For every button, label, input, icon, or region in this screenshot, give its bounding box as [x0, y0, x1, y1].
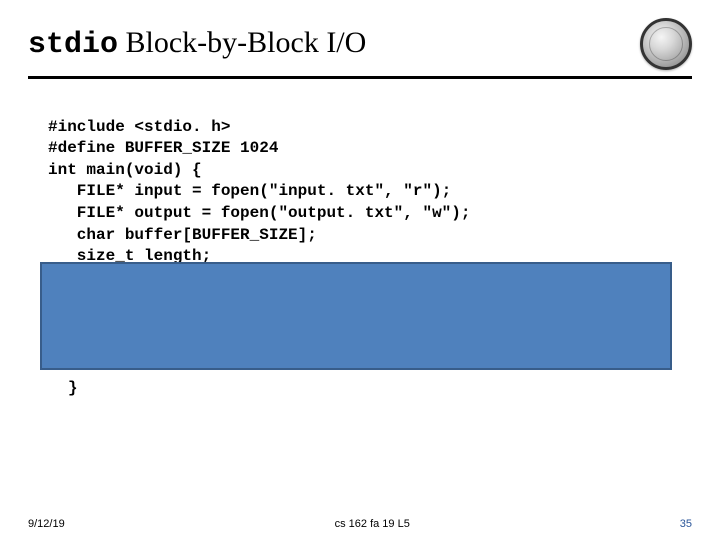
code-line: #define BUFFER_SIZE 1024 — [48, 139, 278, 157]
code-line: FILE* output = fopen("output. txt", "w")… — [48, 204, 470, 222]
title-mono: stdio — [28, 28, 118, 62]
code-line: #include <stdio. h> — [48, 118, 230, 136]
slide-container: stdio Block-by-Block I/O #include <stdio… — [0, 0, 720, 540]
footer-center: cs 162 fa 19 L5 — [335, 518, 410, 530]
code-line: int main(void) { — [48, 161, 202, 179]
title-rest: Block-by-Block I/O — [118, 26, 366, 59]
footer-slide-number: 35 — [680, 518, 692, 530]
footer: 9/12/19 cs 162 fa 19 L5 35 — [0, 518, 720, 530]
slide-title: stdio Block-by-Block I/O — [28, 26, 366, 62]
footer-date: 9/12/19 — [28, 518, 65, 530]
code-line: char buffer[BUFFER_SIZE]; — [48, 226, 317, 244]
university-seal-icon — [640, 18, 692, 70]
code-line: FILE* input = fopen("input. txt", "r"); — [48, 182, 451, 200]
closing-brace: } — [68, 378, 78, 400]
highlight-overlay — [40, 262, 672, 370]
title-row: stdio Block-by-Block I/O — [28, 18, 692, 79]
